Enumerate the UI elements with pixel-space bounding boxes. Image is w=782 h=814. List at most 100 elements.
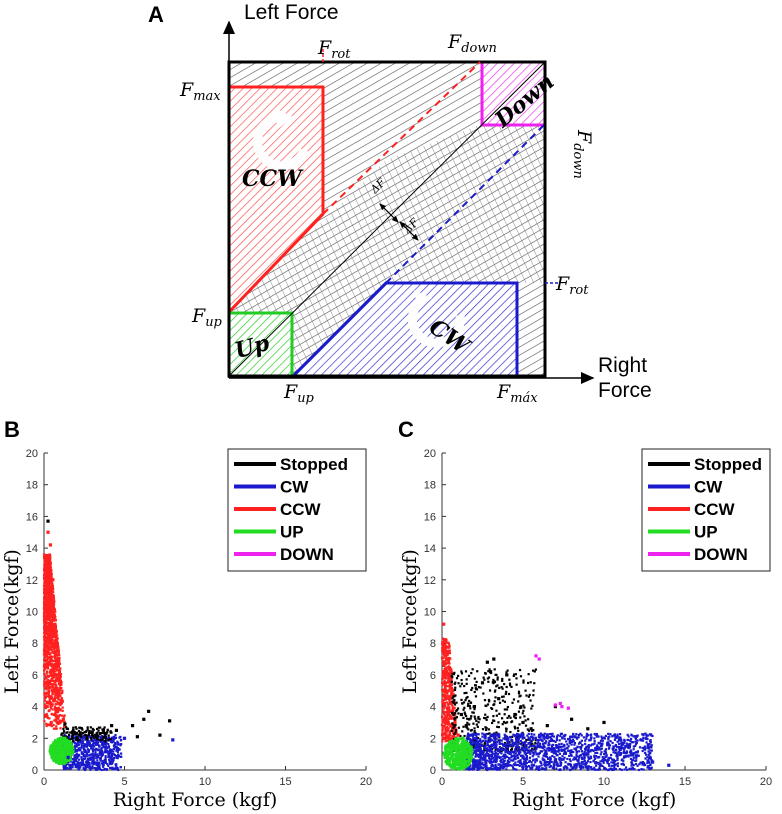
scatter-point-stopped (147, 709, 151, 713)
f-up-left-label: Fup (191, 305, 223, 330)
y-tick-label: 12 (424, 575, 436, 587)
y-tick-label: 10 (26, 607, 38, 619)
panel-a: A Left Force Right Force (148, 1, 652, 406)
scatter-point-stopped (570, 717, 574, 721)
scatter-point-ccw (48, 685, 52, 690)
scatter-point-ccw (45, 638, 49, 642)
scatter-point-cw (602, 757, 606, 761)
x-tick-label: 0 (41, 776, 47, 788)
scatter-point-cw (505, 736, 509, 740)
scatter-point-cw (472, 760, 476, 764)
x-tick-label: 20 (360, 776, 372, 788)
scatter-point-cw (618, 747, 622, 751)
scatter-point-stopped (90, 730, 94, 734)
scatter-point-ccw (53, 649, 57, 653)
legend-label-up: UP (694, 523, 718, 542)
scatter-point-ccw (47, 554, 51, 558)
scatter-point-up (55, 754, 59, 758)
scatter-point-cw (87, 762, 91, 766)
y-tick-label: 12 (26, 575, 38, 587)
ccw-rotation-icon (252, 108, 309, 171)
y-tick-label: 16 (26, 511, 38, 523)
scatter-point-ccw (61, 717, 65, 721)
scatter-point-stopped (110, 724, 114, 728)
scatter-point-stopped (464, 724, 468, 728)
y-tick-label: 14 (424, 543, 436, 555)
scatter-point-stopped (130, 724, 135, 728)
scatter-point-cw (545, 735, 549, 739)
scatter-point-ccw (444, 728, 448, 732)
scatter-point-down (560, 705, 564, 709)
y-axis-label: Left Force(kgf) (1, 549, 23, 694)
scatter-point-stopped (492, 657, 496, 661)
scatter-point-ccw (52, 625, 56, 629)
scatter-point-stopped (142, 717, 146, 721)
y-tick-label: 18 (424, 480, 436, 492)
scatter-point-cw (553, 758, 557, 763)
scatter-point-ccw (49, 720, 53, 725)
scatter-point-down (566, 706, 570, 710)
ccw-region-label: CCW (242, 166, 304, 192)
scatter-point-stopped (158, 733, 162, 737)
scatter-density-cloud (440, 637, 654, 772)
y-tick-label: 0 (32, 765, 38, 777)
scatter-point-cw (171, 738, 175, 742)
scatter-point-stopped (63, 722, 67, 726)
panel-c-letter: C (398, 417, 414, 442)
scatter-point-up (68, 752, 72, 756)
scatter-point-stopped (513, 712, 517, 717)
x-tick-label: 5 (121, 776, 127, 788)
legend-label-down: DOWN (280, 545, 334, 564)
y-tick-label: 4 (32, 702, 38, 714)
scatter-point-up (64, 743, 69, 747)
scatter-point-ccw (55, 673, 59, 677)
x-tick-label: 10 (598, 776, 610, 788)
f-max-bottom-label: Fmáx (496, 381, 538, 406)
y-axis-label: Left Force(kgf) (399, 549, 421, 694)
y-tick-label: 2 (430, 733, 436, 745)
scatter-point-down (534, 654, 538, 658)
legend-label-ccw: CCW (280, 500, 322, 519)
panel-a-frame (227, 60, 547, 378)
scatter-point-stopped (74, 731, 78, 736)
scatter-point-stopped (103, 731, 107, 736)
scatter-point-cw (667, 763, 671, 767)
scatter-point-up (450, 755, 454, 759)
y-tick-label: 18 (26, 480, 38, 492)
scatter-point-ccw (46, 530, 50, 534)
scatter-point-down (558, 701, 562, 706)
legend-label-cw: CW (694, 478, 723, 497)
scatter-point-ccw (453, 720, 457, 725)
scatter-point-ccw (56, 692, 61, 696)
scatter-point-down (553, 703, 557, 707)
panel-b-letter: B (4, 417, 20, 442)
scatter-point-stopped (545, 724, 549, 728)
y-tick-label: 8 (32, 638, 38, 650)
scatter-point-cw (497, 733, 501, 737)
ccw-threshold-dashed (322, 61, 481, 215)
y-tick-label: 2 (32, 733, 38, 745)
panel-c: C 0 5 10 15 20 0 2 4 6 8 10 12 14 16 18 20 Right Force (… (398, 417, 772, 811)
y-tick-label: 8 (430, 638, 436, 650)
scatter-point-cw (98, 752, 102, 756)
delta-f-lower-arrow2 (399, 221, 419, 241)
cw-threshold-dashed (385, 123, 546, 284)
f-up-bottom-label: Fup (283, 381, 315, 406)
y-tick-label: 4 (430, 702, 436, 714)
scatter-point-stopped (114, 728, 119, 732)
delta-f-upper-arrow2 (379, 203, 399, 223)
scatter-point-stopped (529, 727, 533, 731)
scatter-point-stopped (521, 720, 525, 725)
equal-force-diagonal (228, 61, 546, 377)
scatter-point-ccw (45, 705, 49, 709)
panel-a-letter: A (148, 2, 164, 27)
scatter-point-stopped (586, 727, 590, 731)
y-tick-label: 16 (424, 511, 436, 523)
scatter-point-stopped (472, 705, 476, 709)
scatter-point-stopped (489, 670, 493, 674)
scatter-point-up (461, 736, 465, 740)
scatter-point-up (56, 760, 61, 764)
scatter-point-up (464, 752, 468, 756)
scatter-point-cw (103, 758, 107, 763)
